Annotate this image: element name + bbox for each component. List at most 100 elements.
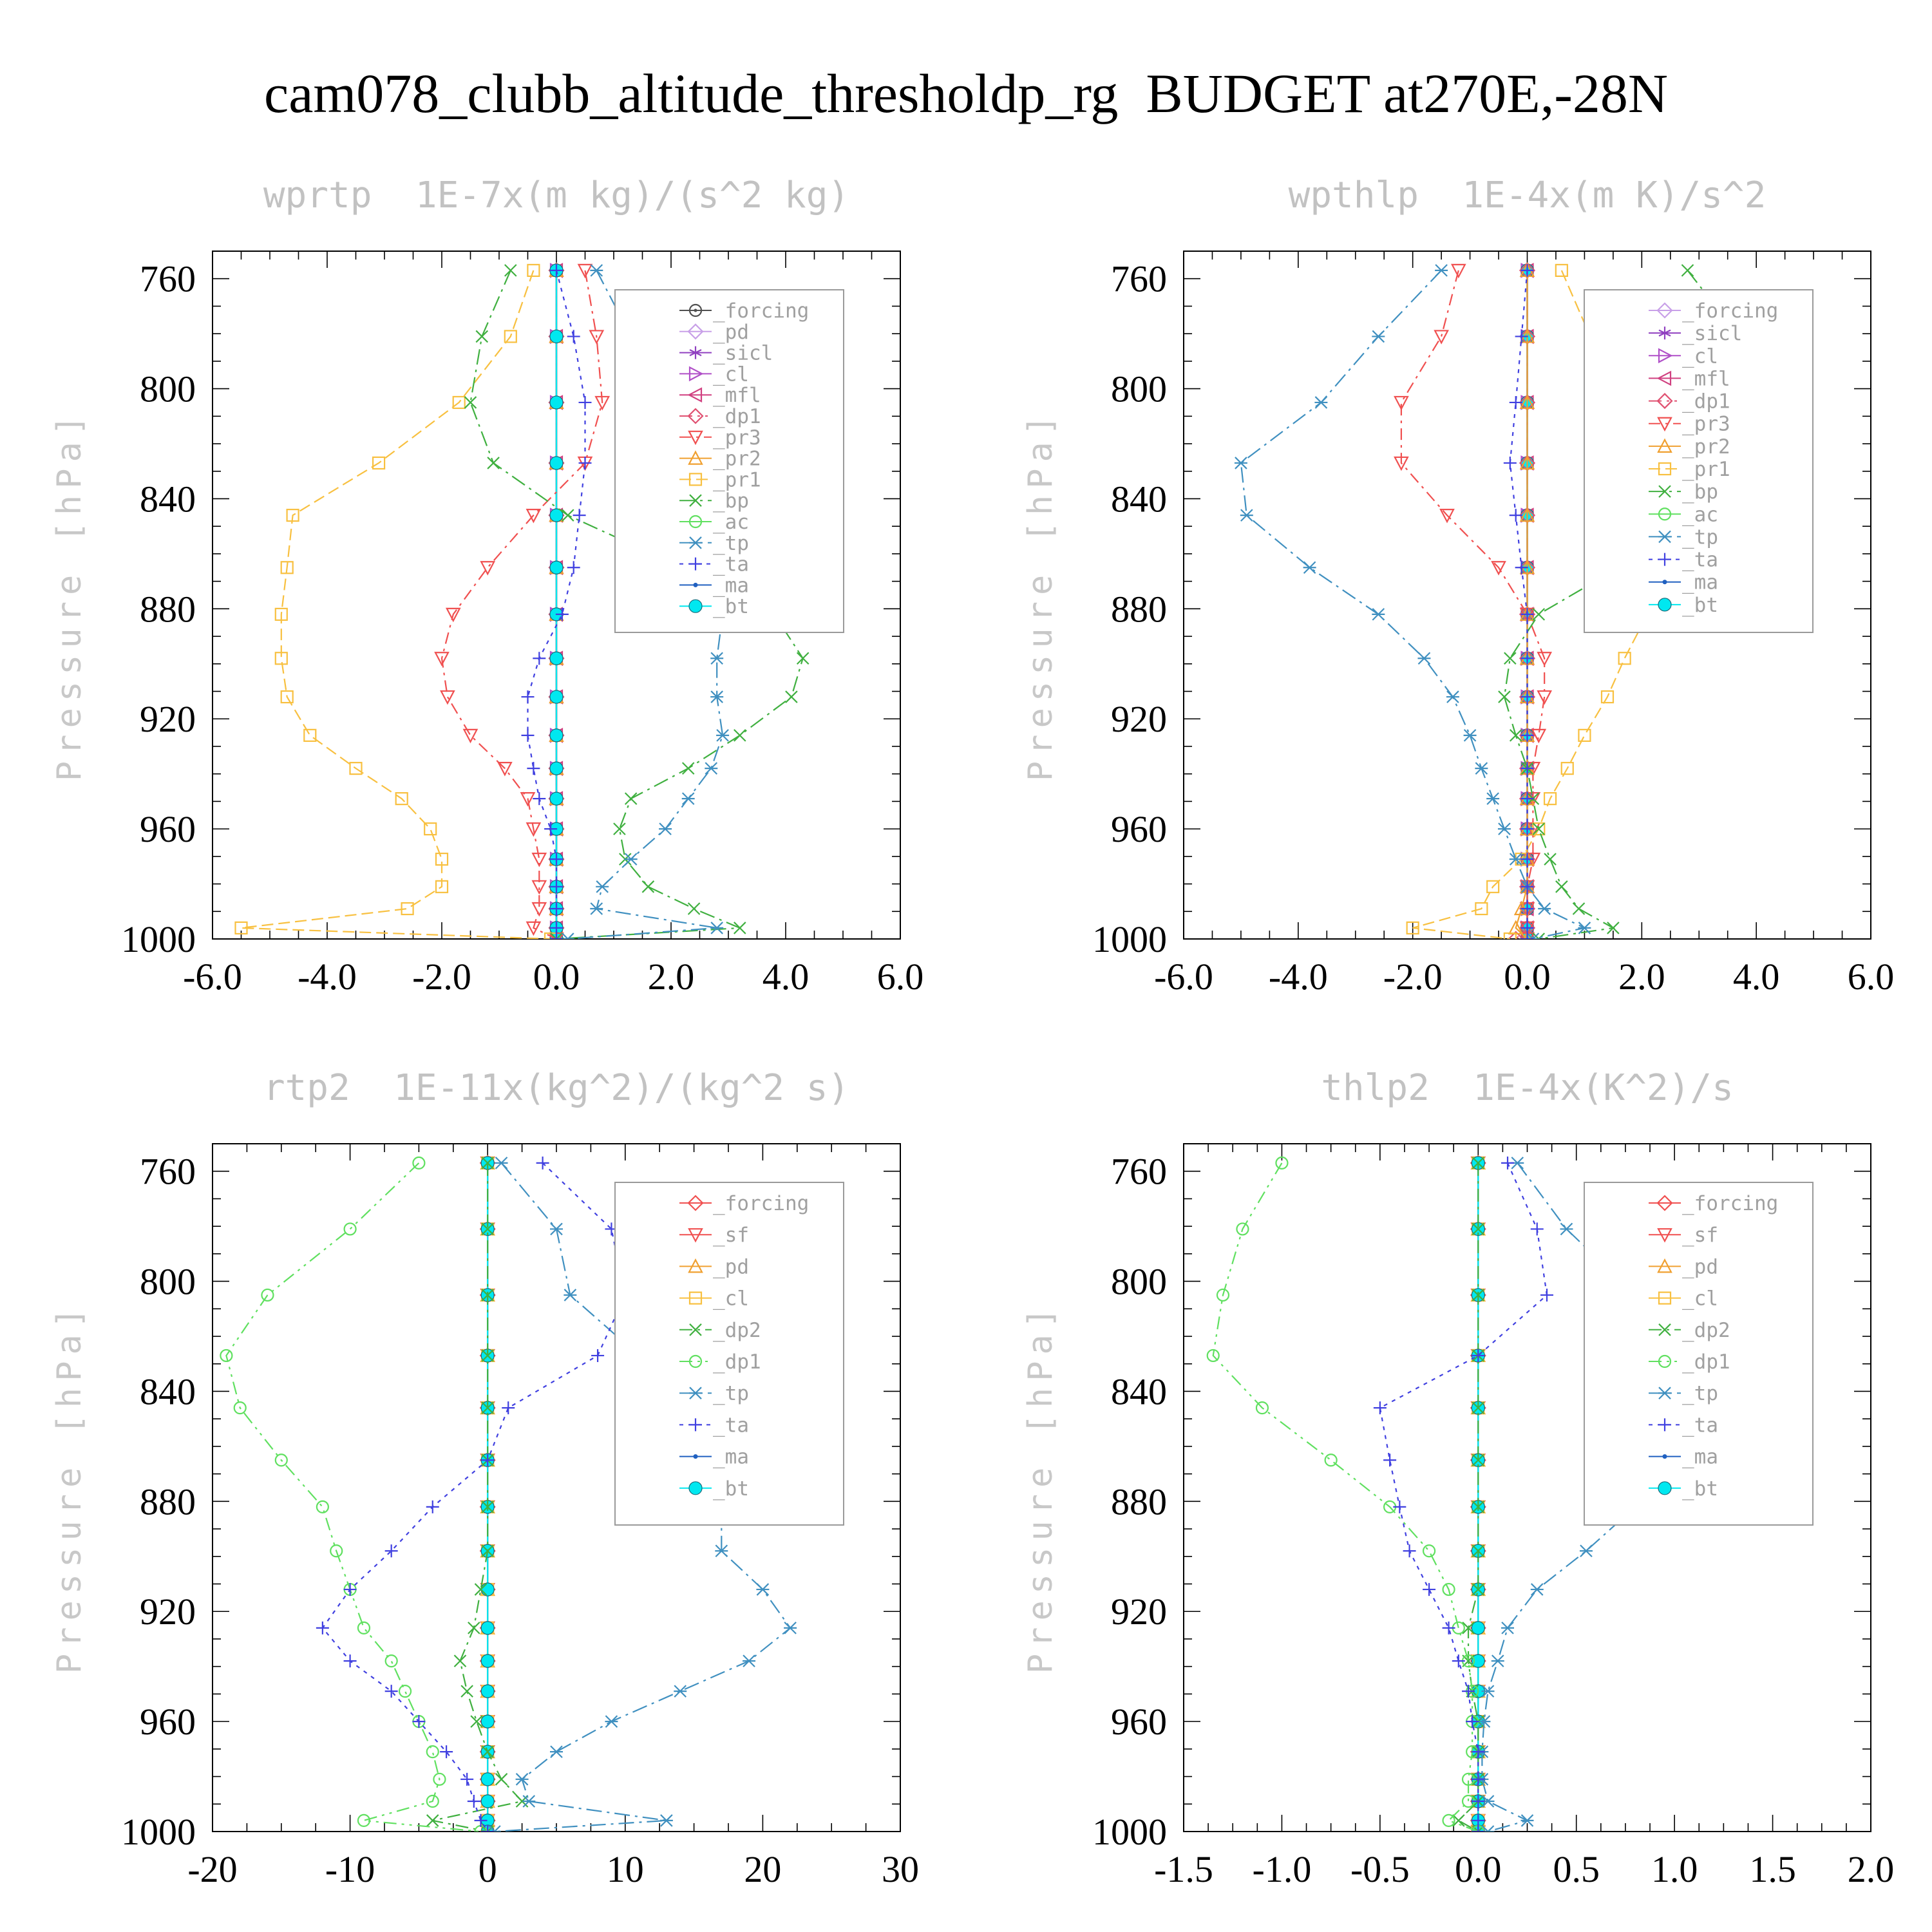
- x-tick-label: 4.0: [1733, 956, 1780, 998]
- x-tick-label: 1.5: [1749, 1848, 1796, 1890]
- data-point: [659, 822, 672, 835]
- data-point: [550, 853, 563, 866]
- legend-label: _pr3: [713, 426, 761, 450]
- data-point: [440, 690, 455, 705]
- data-point: [536, 1156, 549, 1170]
- legend: _forcing _sf _pd _cl _dp2 _dp1 _tp _ta _ma _bt: [614, 1182, 844, 1526]
- data-point: [715, 1544, 728, 1558]
- data-point: [1532, 822, 1546, 835]
- data-point: [1520, 690, 1534, 704]
- data-point: [1446, 690, 1459, 703]
- data-point: [401, 902, 414, 916]
- data-point: [452, 395, 466, 410]
- data-point: [445, 607, 461, 623]
- legend-label: _bt: [713, 1477, 749, 1501]
- data-point: [1406, 921, 1419, 935]
- y-axis-title: Pressure [hPa]: [50, 1302, 89, 1674]
- data-point: [1472, 1825, 1485, 1832]
- data-point: [1508, 931, 1524, 939]
- data-point: [1462, 1685, 1475, 1698]
- data-point: [343, 1583, 357, 1596]
- data-point: [468, 1622, 480, 1634]
- data-point: [1452, 1814, 1465, 1827]
- data-point: [384, 1685, 398, 1698]
- y-tick-label: 960: [1111, 1701, 1167, 1743]
- data-point: [1498, 690, 1511, 703]
- panel-title: rtp2 1E-11x(kg^2)/(kg^2 s): [263, 1067, 849, 1109]
- data-point: [1324, 1454, 1338, 1467]
- legend-marker: [1658, 598, 1672, 612]
- series-line: [469, 270, 804, 939]
- data-point: [705, 762, 718, 775]
- legend-label: _dp1: [713, 1350, 761, 1374]
- data-point: [460, 1685, 473, 1698]
- series-dp2: [1452, 1157, 1485, 1832]
- data-point: [460, 1772, 474, 1786]
- data-point: [1472, 1795, 1485, 1808]
- data-point: [1439, 509, 1455, 524]
- data-point: [1477, 1715, 1491, 1728]
- data-point: [1255, 1401, 1269, 1415]
- legend-marker: [687, 408, 704, 424]
- y-tick-label: 960: [140, 1701, 196, 1743]
- data-point: [520, 792, 536, 807]
- legend-marker: [687, 323, 704, 340]
- legend-marker: [1657, 417, 1672, 432]
- x-tick-label: 2.0: [1618, 956, 1665, 998]
- legend: _forcing _sf _pd _cl _dp2 _dp1 _tp _ta _ma _bt: [1584, 1182, 1814, 1526]
- legend-box: [614, 1182, 844, 1526]
- legend-label: _sf: [713, 1224, 749, 1247]
- data-point: [1538, 902, 1551, 915]
- legend-item: _bt: [679, 595, 749, 618]
- legend-item: _cl: [679, 1287, 749, 1311]
- data-point: [590, 264, 603, 277]
- data-point: [1509, 395, 1522, 409]
- x-tick-label: 6.0: [1848, 956, 1895, 998]
- legend-label: _pd: [713, 321, 749, 344]
- legend-item: _ma: [679, 1446, 749, 1469]
- data-point: [440, 1745, 453, 1759]
- legend-marker: [688, 1481, 703, 1495]
- legend-marker: [1658, 1354, 1672, 1368]
- data-point: [286, 509, 299, 522]
- data-point: [1462, 1622, 1475, 1634]
- legend-label: _forcing: [713, 1192, 809, 1215]
- panel-title: wprtp 1E-7x(m kg)/(s^2 kg): [263, 175, 849, 216]
- legend-marker: [688, 366, 704, 382]
- data-point: [1681, 264, 1694, 277]
- legend-label: _mfl: [1682, 367, 1730, 390]
- data-point: [1504, 652, 1517, 665]
- data-point: [426, 1745, 439, 1759]
- data-point: [1472, 1772, 1485, 1786]
- data-point: [573, 509, 586, 522]
- legend-label: _bp: [1682, 480, 1718, 504]
- legend-item: _ac: [679, 511, 749, 534]
- data-point: [280, 690, 294, 704]
- data-point: [480, 561, 496, 576]
- data-point: [550, 263, 563, 277]
- legend-item: _ta: [1649, 1414, 1718, 1437]
- data-point: [1519, 394, 1535, 410]
- data-point: [624, 792, 638, 805]
- data-point: [1463, 729, 1477, 742]
- series-line: [432, 1162, 524, 1832]
- data-point: [549, 791, 564, 806]
- data-point: [710, 922, 724, 934]
- y-tick-label: 760: [140, 1151, 196, 1193]
- legend-item: _tp: [1649, 1382, 1718, 1405]
- data-point: [274, 1454, 288, 1467]
- plot-area: [220, 1155, 797, 1832]
- legend-label: _ac: [713, 511, 749, 534]
- y-tick-label: 760: [140, 258, 196, 300]
- data-point: [567, 330, 580, 343]
- data-point: [1394, 456, 1409, 471]
- data-point: [1537, 690, 1552, 705]
- legend-item: _pd: [679, 321, 749, 344]
- series-line: [1515, 270, 1528, 939]
- panel-title: wpthlp 1E-4x(m K)/s^2: [1289, 175, 1766, 216]
- series-line: [1400, 270, 1546, 939]
- data-point: [1555, 880, 1568, 893]
- x-tick-label: 6.0: [877, 956, 924, 998]
- data-point: [1486, 880, 1500, 893]
- legend-label: _pr1: [1682, 458, 1730, 481]
